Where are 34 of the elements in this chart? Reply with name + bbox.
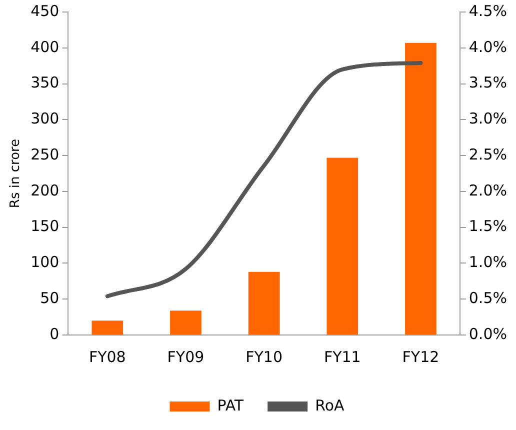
y-tick-label: 0 [50, 324, 60, 343]
y-tick-label: 100 [30, 253, 60, 272]
y2-tick-label: 3.5% [468, 74, 507, 92]
y2-tick-label: 1.0% [468, 253, 507, 272]
line-series [105, 60, 423, 298]
y-tick-label: 350 [30, 74, 60, 92]
bar [326, 158, 358, 334]
x-tick-label: FY08 [88, 348, 126, 366]
bar [248, 272, 280, 334]
y-axis-title: Rs in crore [8, 138, 24, 208]
y2-tick-label: 4.0% [468, 38, 507, 56]
bar [170, 310, 202, 334]
y-tick-label: 300 [30, 110, 60, 128]
y2-tick-label: 3.0% [468, 110, 507, 128]
bar [92, 320, 124, 334]
y-tick-label: 250 [30, 145, 60, 164]
y2-tick-label: 1.5% [468, 217, 507, 236]
x-tick-label: FY11 [324, 348, 361, 366]
y2-tick-label: 0.0% [468, 324, 507, 343]
x-tick-label: FY10 [246, 348, 283, 366]
legend-label: PAT [217, 396, 244, 414]
x-tick-label: FY09 [167, 348, 204, 366]
legend-label: RoA [315, 396, 346, 414]
y2-tick-label: 4.5% [468, 2, 507, 20]
y2-tick-label: 2.0% [468, 181, 507, 200]
y2-tick-label: 2.5% [468, 145, 507, 164]
y-tick-label: 400 [30, 38, 60, 56]
x-tick-label: FY12 [402, 348, 440, 366]
y-tick-label: 450 [30, 2, 60, 20]
y2-tick-label: 0.5% [468, 289, 507, 307]
y-tick-label: 150 [30, 217, 60, 236]
bar [405, 42, 436, 334]
y-tick-label: 50 [40, 289, 60, 307]
y-tick-label: 200 [30, 181, 60, 200]
